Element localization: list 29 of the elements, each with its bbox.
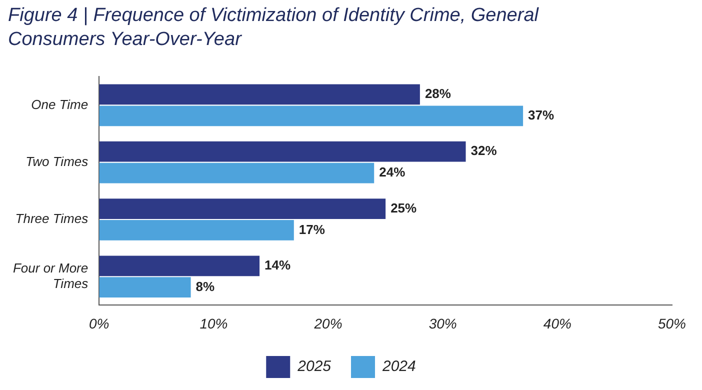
bar	[99, 220, 294, 240]
bar	[99, 141, 466, 162]
x-tick-label: 30%	[428, 315, 457, 332]
x-tick-label: 20%	[313, 315, 342, 332]
data-label: 28%	[424, 86, 452, 102]
bar	[99, 256, 260, 276]
x-tick-label: 0%	[89, 315, 110, 332]
y-tick-label: Two Times	[26, 154, 89, 169]
x-tick-label: 40%	[543, 315, 572, 332]
data-label: 8%	[196, 278, 216, 294]
data-label: 25%	[390, 200, 418, 216]
chart-title: Figure 4 | Frequence of Victimization of Identity Crime, General Consumers Year-Over-Year	[8, 4, 540, 52]
legend-label: 2024	[382, 358, 416, 376]
legend-label: 2025	[296, 358, 332, 376]
data-label: 37%	[528, 107, 555, 122]
data-label: 24%	[379, 164, 406, 180]
x-tick-label: 50%	[658, 315, 686, 332]
data-label: 17%	[298, 222, 326, 237]
data-label: 14%	[264, 257, 291, 272]
data-label: 32%	[470, 143, 498, 158]
y-tick-label: One Time	[31, 96, 88, 112]
bar	[99, 106, 524, 126]
bar	[99, 84, 420, 105]
y-tick-label: Four or More Times	[12, 260, 89, 292]
bar	[99, 162, 374, 184]
x-tick-label: 10%	[200, 315, 228, 332]
bar	[99, 277, 191, 298]
y-tick-label: Three Times	[15, 211, 89, 226]
bar	[99, 198, 386, 219]
